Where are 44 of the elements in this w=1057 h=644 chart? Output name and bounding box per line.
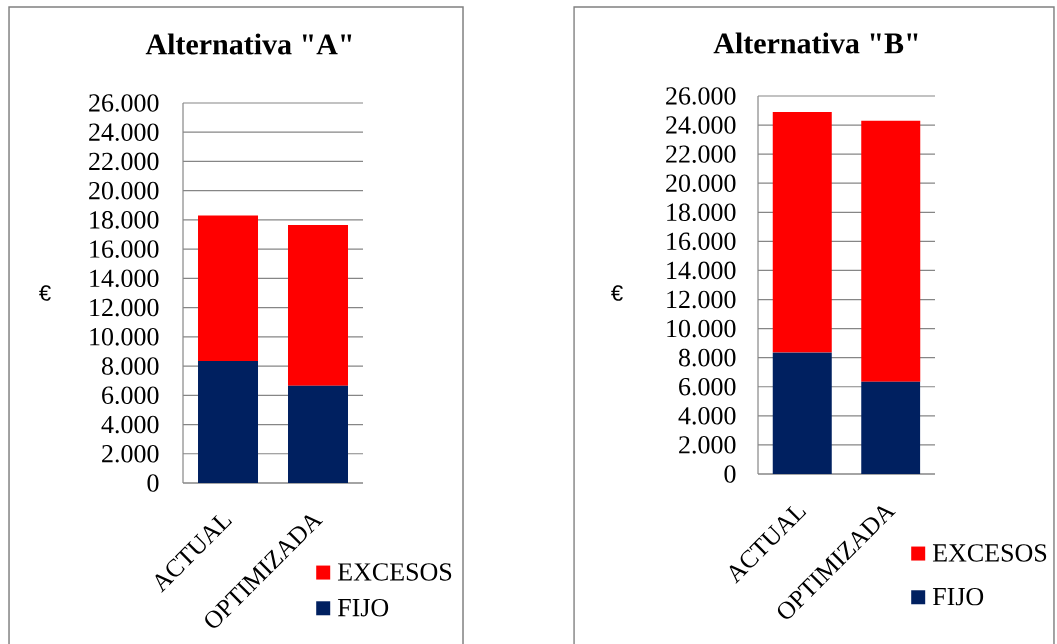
y-tick-label: 12.000 <box>90 298 159 317</box>
y-tick-label: 8.000 <box>678 348 736 367</box>
y-tick-label: 16.000 <box>667 232 736 251</box>
y-tick-label: 2.000 <box>102 444 159 463</box>
y-tick-label: 24.000 <box>666 116 736 134</box>
y-tick-label: 4.000 <box>678 407 736 425</box>
chart-title: Alternativa "A" <box>145 33 352 55</box>
bar <box>772 352 832 474</box>
legend-label: EXCESOS <box>337 563 452 581</box>
y-tick-label: 22.000 <box>666 145 736 163</box>
y-axis-title: € <box>39 285 51 301</box>
bar <box>772 111 832 353</box>
chart-title: Alternativa "B" <box>713 32 918 54</box>
y-tick-label: 24.000 <box>89 123 159 142</box>
bar <box>861 381 921 474</box>
y-tick-label: 18.000 <box>667 203 736 222</box>
legend-label: EXCESOS <box>932 544 1047 562</box>
y-tick-label: 26.000 <box>666 87 736 105</box>
y-tick-label: 20.000 <box>89 181 159 200</box>
y-tick-label: 16.000 <box>90 240 159 258</box>
y-tick-label: 0 <box>147 474 159 492</box>
y-axis-title: € <box>611 285 623 301</box>
y-tick-label: 6.000 <box>102 386 159 405</box>
y-tick-label: 4.000 <box>101 415 159 434</box>
y-tick-label: 10.000 <box>667 319 736 338</box>
y-tick-label: 26.000 <box>89 94 159 112</box>
bar <box>198 215 259 361</box>
y-tick-label: 0 <box>724 465 736 483</box>
y-tick-label: 2.000 <box>679 436 736 454</box>
bar <box>861 120 921 382</box>
bar <box>288 385 349 483</box>
bar <box>288 225 349 386</box>
y-tick-label: 20.000 <box>666 174 736 193</box>
y-tick-label: 18.000 <box>90 211 159 229</box>
y-tick-label: 6.000 <box>679 377 736 396</box>
y-tick-label: 10.000 <box>90 328 159 346</box>
y-tick-label: 8.000 <box>101 357 159 375</box>
y-tick-label: 14.000 <box>90 269 159 288</box>
legend-label: FIJO <box>932 587 984 606</box>
y-tick-label: 14.000 <box>667 261 736 280</box>
y-tick-label: 22.000 <box>89 152 159 171</box>
y-tick-label: 12.000 <box>667 290 736 309</box>
bar <box>198 360 259 483</box>
legend-label: FIJO <box>337 598 389 617</box>
